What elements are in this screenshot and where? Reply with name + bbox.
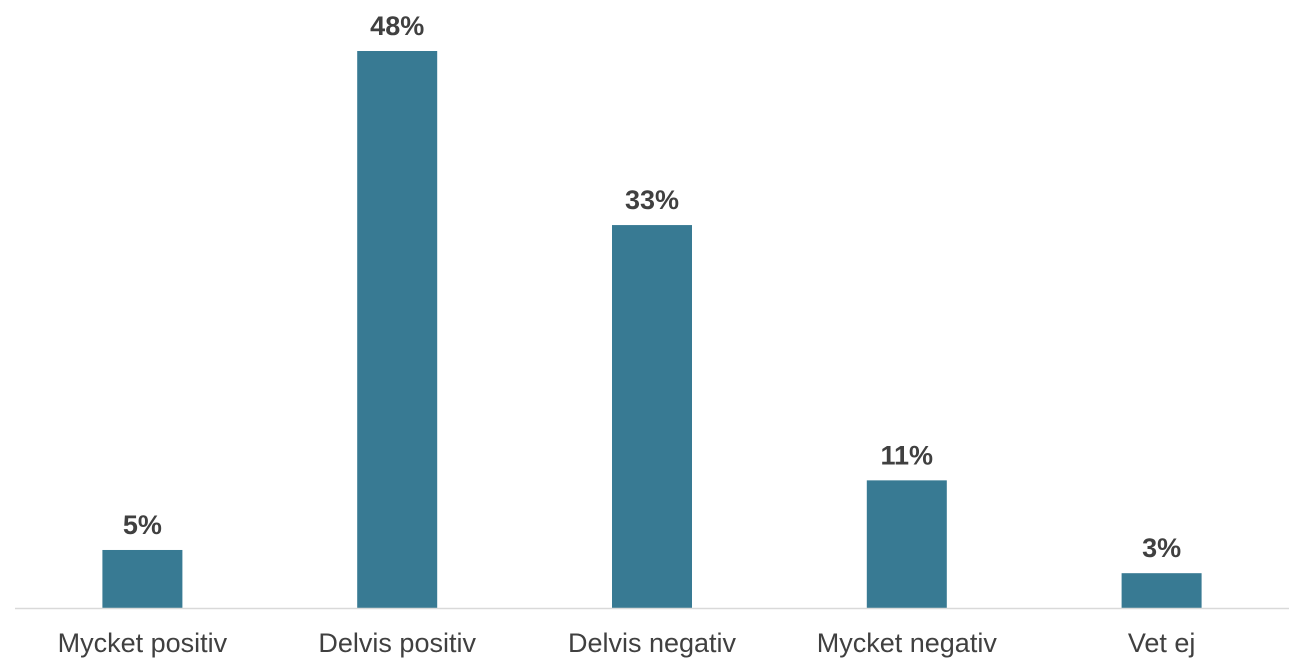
- bar-delvis-negativ: [612, 225, 692, 608]
- category-label-delvis-negativ: Delvis negativ: [568, 628, 737, 658]
- category-label-vet-ej: Vet ej: [1128, 628, 1196, 658]
- bar-delvis-positiv: [357, 51, 438, 608]
- value-label-delvis-negativ: 33%: [625, 185, 679, 215]
- value-label-mycket-positiv: 5%: [123, 510, 162, 540]
- bar-mycket-positiv: [102, 549, 183, 608]
- bar-vet-ej: [1121, 573, 1202, 608]
- category-label-mycket-positiv: Mycket positiv: [58, 628, 228, 658]
- value-label-vet-ej: 3%: [1142, 533, 1181, 563]
- bar-mycket-negativ: [866, 480, 947, 608]
- value-label-delvis-positiv: 48%: [370, 11, 424, 41]
- category-label-mycket-negativ: Mycket negativ: [817, 628, 998, 658]
- value-label-mycket-negativ: 11%: [881, 440, 934, 470]
- value-labels-group: 5% 48% 33% 11% 3%: [123, 11, 1181, 563]
- bars-group: [102, 51, 1202, 608]
- category-label-delvis-positiv: Delvis positiv: [318, 628, 476, 658]
- category-labels-group: Mycket positiv Delvis positiv Delvis negat…: [58, 628, 1196, 658]
